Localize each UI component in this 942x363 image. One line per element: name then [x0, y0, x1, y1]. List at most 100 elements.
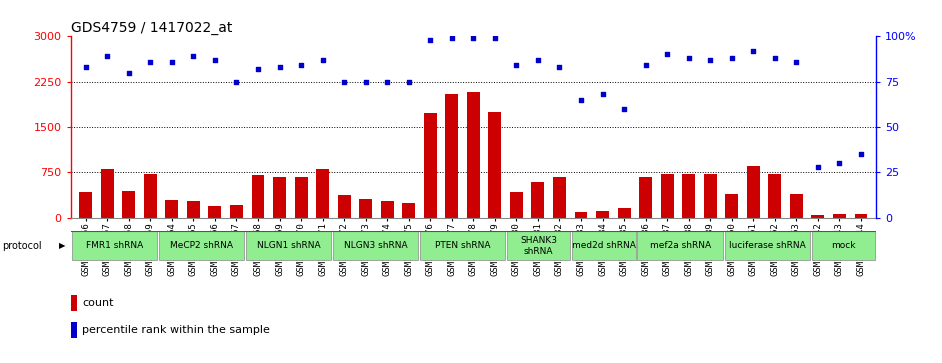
Text: SHANK3
shRNA: SHANK3 shRNA — [520, 236, 557, 256]
Bar — [79, 192, 92, 218]
Text: mef2a shRNA: mef2a shRNA — [650, 241, 710, 250]
Bar — [510, 192, 523, 218]
Bar — [381, 201, 394, 218]
Point — [768, 55, 783, 61]
Point — [746, 48, 761, 54]
Point — [380, 79, 395, 85]
Point — [465, 35, 480, 41]
Bar — [833, 213, 846, 218]
Point — [122, 70, 137, 76]
FancyBboxPatch shape — [572, 232, 636, 260]
Point — [358, 79, 373, 85]
Bar — [252, 175, 265, 218]
Bar — [144, 174, 156, 218]
FancyBboxPatch shape — [724, 232, 810, 260]
Bar — [811, 215, 824, 218]
FancyBboxPatch shape — [638, 232, 723, 260]
Point — [100, 53, 115, 59]
Bar — [747, 166, 760, 218]
FancyBboxPatch shape — [333, 232, 418, 260]
Text: FMR1 shRNA: FMR1 shRNA — [86, 241, 143, 250]
Bar — [166, 200, 178, 218]
Point — [272, 64, 287, 70]
Text: NLGN3 shRNA: NLGN3 shRNA — [344, 241, 407, 250]
Bar — [446, 94, 458, 218]
Bar — [337, 195, 350, 218]
Point — [336, 79, 351, 85]
Point — [724, 55, 739, 61]
Point — [638, 62, 653, 68]
Bar — [704, 174, 717, 218]
Text: NLGN1 shRNA: NLGN1 shRNA — [256, 241, 320, 250]
Bar — [467, 92, 479, 218]
Text: mock: mock — [831, 241, 855, 250]
Text: GDS4759 / 1417022_at: GDS4759 / 1417022_at — [71, 21, 232, 35]
Bar — [596, 211, 609, 218]
Point — [552, 64, 567, 70]
Bar — [273, 177, 286, 218]
Point — [509, 62, 524, 68]
Bar — [854, 214, 868, 218]
Text: med2d shRNA: med2d shRNA — [572, 241, 636, 250]
Bar — [640, 177, 652, 218]
Point — [853, 151, 869, 157]
Text: percentile rank within the sample: percentile rank within the sample — [82, 325, 269, 335]
Bar — [618, 208, 630, 218]
Bar — [725, 193, 739, 218]
Point — [186, 53, 201, 59]
Point — [788, 59, 804, 65]
Bar — [101, 170, 114, 218]
Point — [832, 160, 847, 166]
Bar — [424, 113, 437, 218]
Point — [401, 79, 416, 85]
FancyBboxPatch shape — [72, 232, 157, 260]
Bar — [769, 174, 781, 218]
FancyBboxPatch shape — [246, 232, 331, 260]
FancyBboxPatch shape — [158, 232, 244, 260]
Point — [207, 57, 222, 63]
Text: count: count — [82, 298, 113, 308]
Bar — [317, 169, 329, 218]
Bar — [553, 177, 566, 218]
Bar — [71, 295, 77, 311]
Bar — [187, 201, 200, 218]
Point — [445, 35, 460, 41]
Point — [294, 62, 309, 68]
Text: luciferase shRNA: luciferase shRNA — [729, 241, 805, 250]
Point — [251, 66, 266, 72]
Bar — [295, 177, 307, 218]
Bar — [790, 193, 803, 218]
Point — [487, 35, 502, 41]
Point — [659, 52, 674, 57]
Bar — [230, 205, 243, 218]
Text: ▶: ▶ — [59, 241, 66, 250]
FancyBboxPatch shape — [420, 232, 505, 260]
Point — [595, 91, 610, 97]
Point — [229, 79, 244, 85]
Bar — [359, 199, 372, 218]
Point — [810, 164, 825, 170]
Point — [423, 37, 438, 43]
Bar — [489, 112, 501, 218]
FancyBboxPatch shape — [812, 232, 875, 260]
FancyBboxPatch shape — [507, 232, 571, 260]
Bar — [575, 212, 588, 218]
Text: MeCP2 shRNA: MeCP2 shRNA — [170, 241, 233, 250]
Text: protocol: protocol — [2, 241, 41, 251]
Point — [617, 106, 632, 112]
Point — [315, 57, 330, 63]
Bar — [402, 203, 415, 218]
Point — [164, 59, 179, 65]
Point — [530, 57, 545, 63]
Bar — [71, 322, 77, 338]
Point — [681, 55, 696, 61]
Bar — [682, 174, 695, 218]
Point — [574, 97, 589, 103]
Point — [703, 57, 718, 63]
Text: PTEN shRNA: PTEN shRNA — [434, 241, 490, 250]
Bar — [208, 206, 221, 218]
Point — [78, 64, 93, 70]
Bar — [660, 174, 674, 218]
Point — [143, 59, 158, 65]
Bar — [122, 191, 136, 218]
